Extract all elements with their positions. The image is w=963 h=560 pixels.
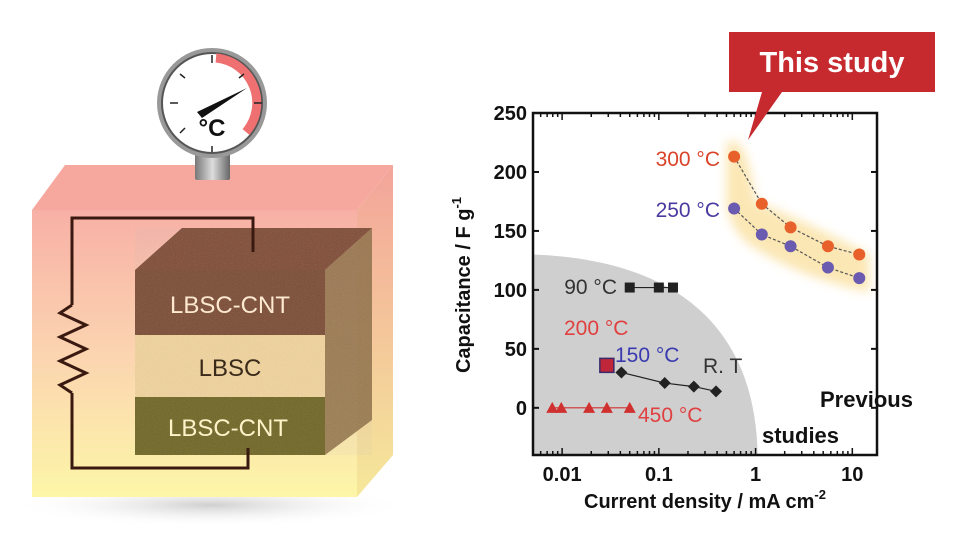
x-tick-label: 1: [750, 464, 761, 486]
label-450c: 450 °C: [638, 404, 702, 427]
point-200-c: [599, 357, 615, 374]
circuit-wire: [56, 216, 255, 470]
point-300-c: [853, 248, 866, 261]
point-250-c: [853, 272, 866, 285]
point-250-c: [784, 240, 797, 253]
this-study-callout: This study: [729, 32, 935, 140]
callout-text: This study: [759, 47, 904, 79]
label-90c: 90 °C: [564, 276, 617, 299]
point-450-c: [600, 401, 613, 413]
x-tick-label: 10: [841, 464, 863, 486]
previous-studies-label-2: studies: [762, 423, 839, 448]
capacitance-chart: 0 50 100 150 200 250 0.01 0.1 1 10 Previous studi…: [449, 32, 935, 513]
gauge-unit-label: °C: [199, 115, 226, 142]
y-axis-label-text: Capacitance / F g: [453, 209, 475, 374]
x-axis-label-sup: -2: [814, 487, 826, 502]
layer-stack: LBSC-CNT LBSC LBSC-CNT: [135, 228, 372, 455]
callout-pointer: [748, 92, 782, 140]
point-300-c: [728, 150, 741, 163]
layer-label-bottom: LBSC-CNT: [168, 415, 288, 442]
y-tick-label: 0: [516, 398, 527, 420]
point-450-c: [623, 401, 636, 413]
series-line-250-c: [733, 208, 860, 279]
x-axis-label-text: Current density / mA cm: [584, 491, 814, 513]
point-450-c: [546, 401, 559, 413]
point-300-c: [755, 197, 768, 210]
point-r-t: [687, 380, 700, 393]
box-top-face: [32, 165, 393, 210]
previous-studies-label-1: Previous: [820, 387, 913, 412]
y-tick-label: 250: [494, 103, 527, 125]
point-90-c: [653, 282, 664, 293]
point-r-t: [615, 366, 628, 379]
point-450-c: [583, 401, 596, 413]
label-300c: 300 °C: [656, 148, 720, 171]
point-r-t: [658, 377, 671, 390]
stack-texture: [135, 228, 372, 455]
y-tick-label: 150: [494, 221, 527, 243]
label-250c: 250 °C: [656, 199, 720, 222]
point-450-c: [555, 401, 568, 413]
point-250-c: [728, 202, 741, 215]
x-axis-label: Current density / mA cm-2: [584, 487, 826, 513]
point-90-c: [624, 282, 635, 293]
y-tick-label: 100: [494, 280, 527, 302]
point-300-c: [784, 221, 797, 234]
this-study-region: [726, 140, 870, 293]
point-250-c: [821, 261, 834, 274]
axis-ticks: 0 50 100 150 200 250 0.01 0.1 1 10: [494, 103, 877, 486]
callout-box: [729, 32, 935, 92]
label-rt: R. T: [703, 355, 742, 378]
resistor-icon: [56, 303, 90, 395]
y-tick-label: 200: [494, 162, 527, 184]
thermometer-gauge-icon: °C: [157, 48, 267, 180]
point-300-c: [821, 240, 834, 253]
y-tick-label: 50: [505, 339, 527, 361]
point-r-t: [710, 385, 723, 398]
layer-label-top: LBSC-CNT: [170, 292, 290, 319]
y-axis-label-sup: -1: [449, 197, 464, 209]
label-150c: 150 °C: [615, 344, 679, 367]
point-90-c: [667, 282, 678, 293]
x-tick-label: 0.01: [543, 464, 582, 486]
y-axis-label: Capacitance / F g-1: [449, 197, 475, 373]
layer-label-middle: LBSC: [199, 355, 262, 382]
heated-cell-diagram: LBSC-CNT LBSC LBSC-CNT °C: [10, 48, 410, 527]
point-250-c: [755, 228, 768, 241]
x-tick-label: 0.1: [645, 464, 673, 486]
label-200c: 200 °C: [564, 317, 628, 340]
series-line-r-t: [621, 371, 717, 392]
